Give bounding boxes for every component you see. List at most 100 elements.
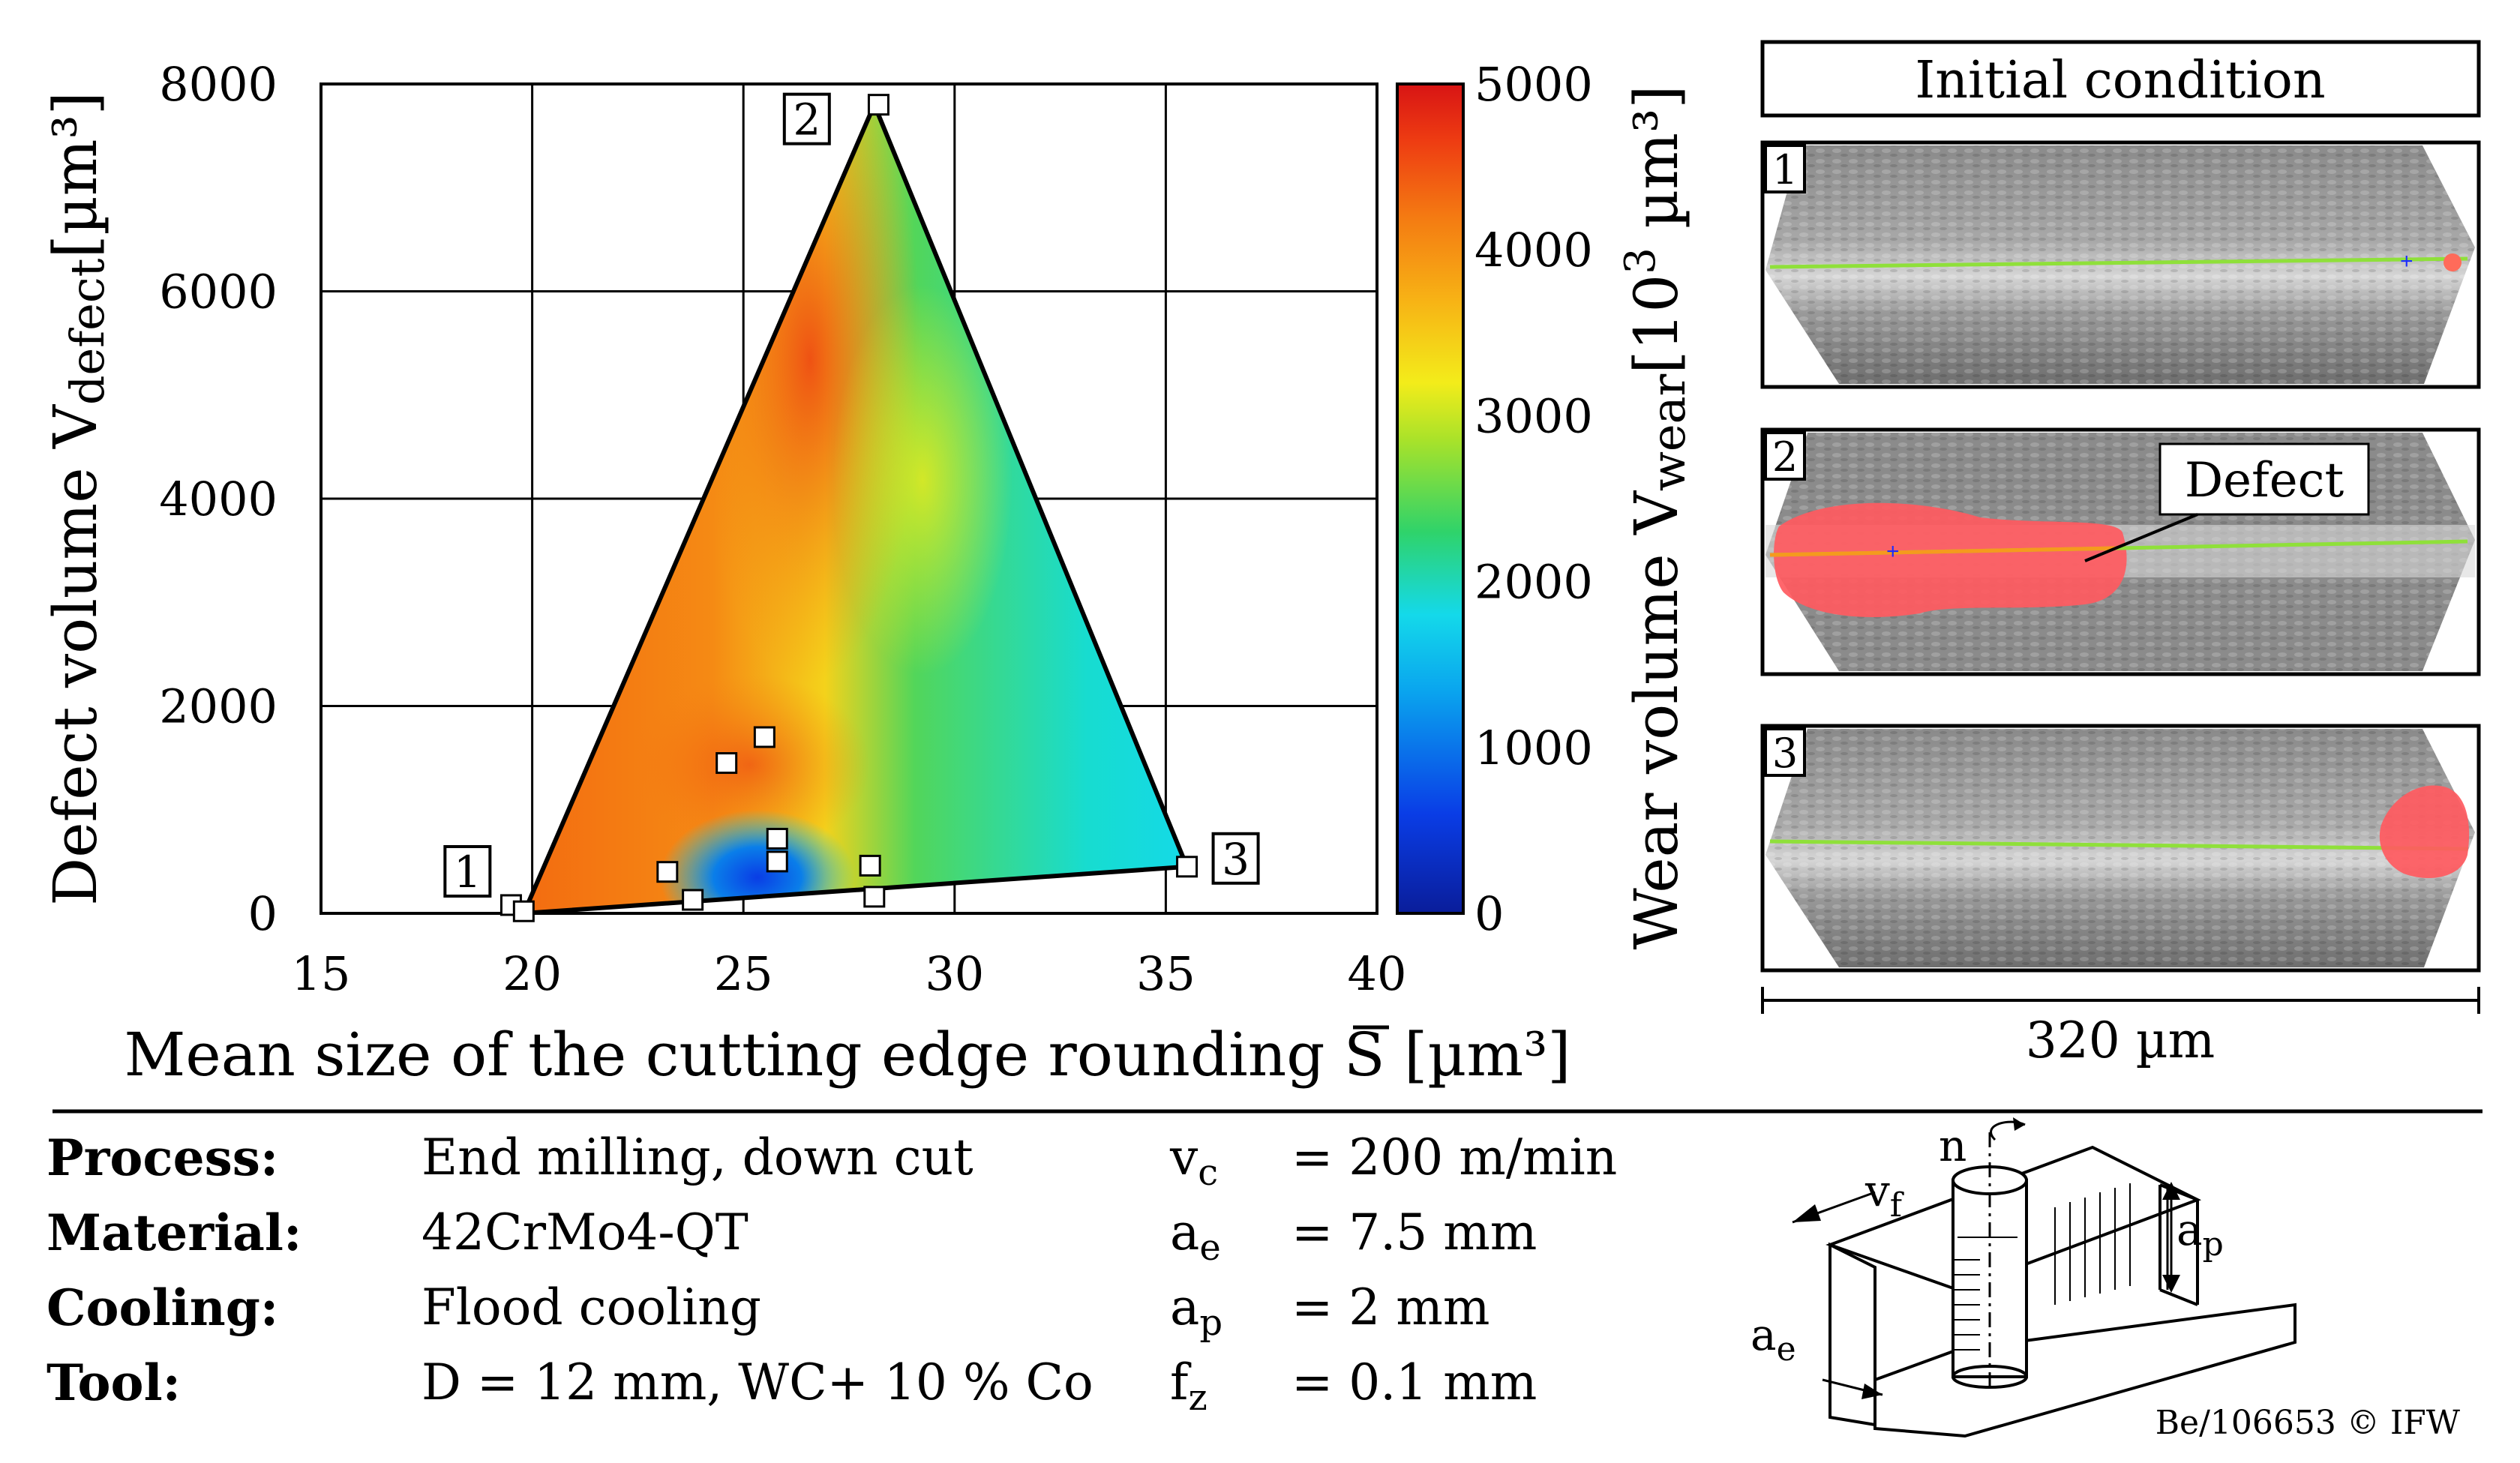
param-vc: vc [1170, 1128, 1218, 1203]
sketch-ae-label: ae [1750, 1309, 1796, 1369]
param-ae-value: = 7.5 mm [1292, 1204, 1538, 1261]
defect-callout-box [2158, 442, 2370, 516]
sketch-ap-label: ap [2176, 1204, 2224, 1264]
x-tick-labels: 15 20 25 30 35 40 [292, 946, 1407, 1001]
colorbar-tick-label: 2000 [1474, 555, 1593, 610]
scale-bar [1761, 987, 2480, 1014]
surface-panel-2: + Defect 2 [1760, 427, 2481, 676]
x-tick-label: 35 [1136, 946, 1196, 1001]
vertex-labels: 1 2 3 [443, 92, 1260, 898]
colorbar-label-text: Wear volume V [1622, 490, 1691, 950]
param-fz-sym: f [1170, 1354, 1189, 1411]
panel-1-label: 1 [1772, 146, 1798, 193]
param-label-tool: Tool: [46, 1354, 182, 1412]
colorbar-unit-pre: [10 [1622, 274, 1691, 374]
vertex-label: 2 [793, 94, 820, 145]
surface-panel-3: 3 [1760, 724, 2481, 973]
x-axis-unit: [µm³] [1404, 1020, 1570, 1090]
data-point [656, 861, 679, 883]
colorbar-tick-label: 3000 [1474, 388, 1593, 443]
sketch-vf-label: vf [1864, 1165, 1904, 1225]
data-point [512, 900, 535, 922]
vertex-label: 1 [454, 847, 482, 898]
param-ap: ap [1170, 1278, 1222, 1353]
panel-3-label: 3 [1772, 730, 1798, 777]
data-point [863, 886, 886, 908]
y-tick-label: 0 [248, 886, 278, 941]
param-fz-sub: z [1188, 1377, 1208, 1420]
param-value-tool: D = 12 mm, WC+ 10 % Co [422, 1354, 1094, 1411]
x-tick-label: 40 [1348, 946, 1407, 1001]
panel-2-defect-region [1774, 502, 2127, 617]
colorbar-tick-labels: 0 1000 2000 3000 4000 5000 [1474, 57, 1593, 941]
y-tick-label: 2000 [159, 679, 278, 734]
panel-2-marker-icon: + [1886, 539, 1900, 564]
panel-title-box [1760, 40, 2481, 118]
param-fz-value: = 0.1 mm [1292, 1354, 1538, 1411]
sketch-ap-sym: a [2176, 1204, 2203, 1255]
data-point [1176, 856, 1198, 878]
panel-1-marker-icon: + [2400, 249, 2414, 274]
param-value-material: 42CrMo4-QT [422, 1204, 748, 1261]
y-axis-unit: [µm³] [40, 91, 110, 258]
panel-3-defect-region [2379, 785, 2470, 879]
param-fz: fz [1170, 1353, 1208, 1428]
colorbar-tick-label: 5000 [1474, 57, 1593, 112]
y-tick-labels: 0 2000 4000 6000 8000 [159, 57, 278, 941]
milling-sketch [1792, 1117, 2296, 1438]
colorbar-tick-label: 0 [1474, 886, 1504, 941]
ternary-outline [520, 98, 1190, 916]
colorbar-tick-label: 4000 [1474, 223, 1593, 277]
copyright: Be/106653 © IFW [2156, 1404, 2461, 1442]
data-point [716, 752, 738, 775]
y-tick-label: 8000 [159, 57, 278, 112]
data-point [867, 94, 890, 116]
vertex-label-box [443, 845, 492, 898]
colorbar [1396, 82, 1465, 915]
vertex-label-box [782, 92, 831, 145]
param-ae: ae [1170, 1203, 1221, 1278]
param-value-process: End milling, down cut [422, 1129, 974, 1186]
x-tick-label: 15 [292, 946, 351, 1001]
x-tick-label: 25 [714, 946, 773, 1001]
defect-callout-line [2084, 513, 2198, 562]
data-point [753, 726, 776, 748]
data-point [766, 850, 788, 873]
data-point [859, 854, 881, 877]
param-value-cooling: Flood cooling [422, 1279, 762, 1336]
x-axis-label: Mean size of the cutting edge rounding S… [124, 1020, 1570, 1090]
y-tick-label: 4000 [159, 472, 278, 526]
colorbar-unit-sup: 3 [1616, 247, 1665, 274]
param-vc-sym: v [1170, 1129, 1198, 1186]
y-axis-label-text: Defect volume V [40, 404, 110, 906]
param-vc-value: = 200 m/min [1292, 1129, 1618, 1186]
param-label-process: Process: [46, 1129, 279, 1187]
data-point [766, 827, 788, 850]
colorbar-tick-label: 1000 [1474, 721, 1593, 775]
param-ap-sub: p [1199, 1302, 1223, 1345]
y-tick-label: 6000 [159, 265, 278, 319]
x-axis-symbol: S [1344, 1020, 1385, 1090]
sketch-ap-sub: p [2203, 1225, 2224, 1264]
sketch-n-label: n [1939, 1120, 1966, 1171]
panel-1-defect-spot [2444, 253, 2462, 271]
x-tick-label: 30 [925, 946, 984, 1001]
panel-title: Initial condition [1915, 51, 2325, 110]
param-ae-sym: a [1170, 1204, 1200, 1261]
x-tick-label: 20 [502, 946, 562, 1001]
param-ap-value: = 2 mm [1292, 1279, 1490, 1336]
panel-2-label: 2 [1772, 433, 1798, 481]
vertex-label: 3 [1222, 834, 1250, 885]
param-label-cooling: Cooling: [46, 1279, 279, 1337]
sketch-vf-sub: f [1890, 1186, 1904, 1225]
defect-callout-label: Defect [2185, 453, 2344, 508]
param-ap-sym: a [1170, 1279, 1200, 1336]
y-axis-label-sub: defect [60, 258, 115, 405]
vertex-label-box [1211, 832, 1260, 885]
scale-label: 320 µm [2026, 1012, 2215, 1069]
sample-points [500, 94, 1198, 922]
colorbar-label: Wear volume Vwear[103 µm³] [1616, 85, 1696, 950]
sketch-ae-sym: a [1750, 1309, 1777, 1360]
y-axis-label: Defect volume Vdefect[µm³] [40, 91, 115, 906]
